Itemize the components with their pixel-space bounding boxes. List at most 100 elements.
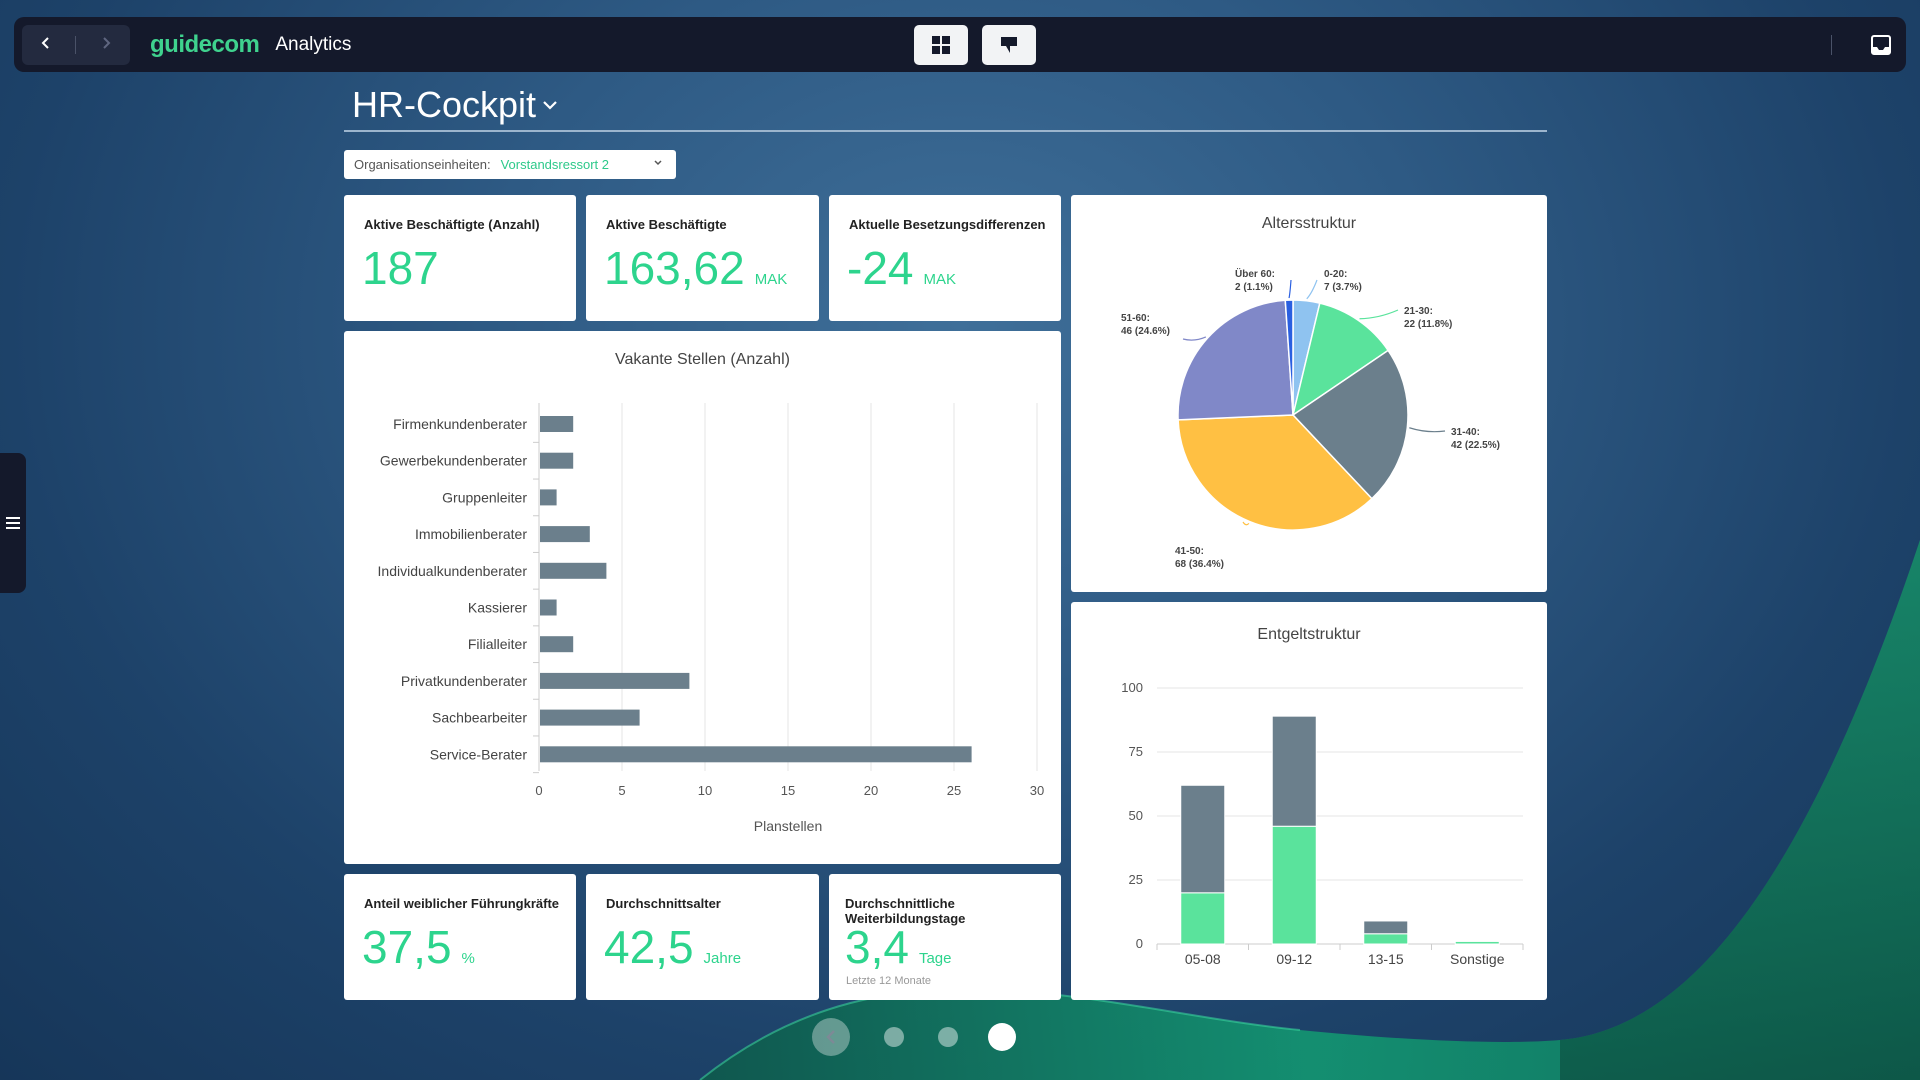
chevron-down-icon: [543, 101, 557, 110]
forward-button[interactable]: [88, 33, 124, 56]
age-structure-chart-card[interactable]: Altersstruktur 0-20: 7 (3.7%) 21-30: 22 (11…: [1071, 195, 1547, 592]
kpi-value-row: 42,5 Jahre: [604, 920, 741, 974]
x-tick-label: 10: [698, 783, 712, 798]
stacked-bar-segment[interactable]: [1180, 892, 1226, 945]
category-label: Filialleiter: [468, 636, 527, 652]
age-structure-pie-chart: 0-20: 7 (3.7%) 21-30: 22 (11.8%) 31-40: 42 (2…: [1121, 267, 1500, 570]
pie-slice[interactable]: [1177, 299, 1294, 421]
stacked-bar-segment[interactable]: [1363, 933, 1409, 945]
kpi-subtext: Letzte 12 Monate: [846, 975, 932, 987]
bar[interactable]: [540, 562, 607, 579]
page-dot-3[interactable]: [988, 1023, 1016, 1051]
nav-separator: [75, 35, 77, 54]
category-label: Individualkundenberater: [378, 563, 528, 579]
pie-slice[interactable]: [1291, 349, 1409, 500]
brand-logo: guidecom: [150, 30, 260, 58]
filter-value: Vorstandsressort 2: [500, 157, 609, 172]
pie-value-label: 46 (24.6%): [1121, 326, 1170, 337]
kpi-label: Aktive Beschäftigte (Anzahl): [364, 217, 540, 232]
kpi-label: Durchschnittliche Weiterbildungstage: [845, 896, 966, 926]
chart-title: Entgeltstruktur: [1257, 626, 1361, 643]
pie-slice[interactable]: [1177, 414, 1373, 531]
comment-button[interactable]: [982, 25, 1036, 65]
chevron-down-icon: [654, 160, 662, 166]
x-tick-label: 15: [781, 783, 795, 798]
bar[interactable]: [540, 672, 690, 689]
pie-slice[interactable]: [1291, 302, 1390, 417]
previous-page-button[interactable]: [812, 1018, 850, 1056]
bar[interactable]: [540, 526, 590, 543]
stacked-bar-segment[interactable]: [1363, 920, 1409, 935]
kpi-card-staffing-difference[interactable]: Aktuelle Besetzungsdifferenzen -24 MAK: [829, 195, 1061, 321]
pie-leader-line: [1306, 279, 1318, 300]
pie-value-label: 22 (11.8%): [1404, 319, 1452, 330]
y-tick-label: 0: [1136, 936, 1143, 951]
bar[interactable]: [540, 709, 640, 726]
chevron-left-icon: [41, 37, 49, 49]
category-label: Privatkundenberater: [401, 673, 527, 689]
page-title: HR-Cockpit: [352, 84, 537, 125]
y-tick-label: 100: [1121, 680, 1143, 695]
stacked-bar-segment[interactable]: [1271, 715, 1317, 827]
bar[interactable]: [540, 636, 574, 653]
pie-label: 41-50:: [1175, 546, 1204, 557]
salary-structure-chart-card[interactable]: Entgeltstruktur 0 25 50 75 100 05-08 09-12 13-1…: [1071, 602, 1547, 1000]
kpi-card-average-age[interactable]: Durchschnittsalter 42,5 Jahre: [586, 874, 819, 1000]
kpi-card-female-leaders[interactable]: Anteil weiblicher Führungkräfte 37,5%: [344, 874, 576, 1000]
pie-label: Über 60:: [1235, 267, 1275, 280]
x-tick-label: 30: [1030, 783, 1044, 798]
page-dot-1[interactable]: [884, 1027, 904, 1047]
org-unit-filter[interactable]: Organisationseinheiten: Vorstandsressort…: [344, 150, 676, 179]
pie-slice[interactable]: [1284, 299, 1294, 416]
x-axis-label: Planstellen: [754, 818, 823, 834]
top-bar: guidecom Analytics: [14, 17, 1906, 72]
pie-leader-line: [1359, 309, 1399, 320]
x-tick-label: 20: [864, 783, 878, 798]
back-button[interactable]: [28, 33, 64, 56]
vacancies-chart-card[interactable]: Vakante Stellen (Anzahl) 0 5 10 15 20 25 30 Fir…: [344, 331, 1061, 864]
page-title-dropdown[interactable]: HR-Cockpit: [352, 84, 558, 126]
stacked-bar-segment[interactable]: [1454, 940, 1500, 945]
bar[interactable]: [540, 599, 557, 616]
sidebar-toggle[interactable]: [0, 453, 26, 593]
inbox-icon[interactable]: [1869, 33, 1893, 57]
kpi-label: Durchschnittsalter: [606, 896, 721, 911]
bar[interactable]: [540, 489, 557, 506]
kpi-value: 37,5: [362, 921, 452, 973]
category-label: Sachbearbeiter: [432, 710, 527, 726]
kpi-value-row: 37,5%: [362, 920, 475, 974]
kpi-unit: MAK: [754, 271, 788, 288]
navigation-buttons: [22, 24, 130, 65]
pie-label: 31-40:: [1451, 427, 1480, 438]
grid-icon: [932, 36, 950, 54]
kpi-card-training-days[interactable]: Durchschnittliche Weiterbildungstage 3,4…: [829, 874, 1061, 1000]
pie-leader-line: [1182, 336, 1207, 341]
comment-icon: [1001, 37, 1017, 53]
bar[interactable]: [540, 746, 972, 763]
kpi-value: 163,62: [604, 242, 745, 294]
kpi-unit: MAK: [923, 271, 956, 288]
stacked-bar-segment[interactable]: [1180, 784, 1226, 894]
bar[interactable]: [540, 416, 574, 432]
y-tick-label: 75: [1129, 744, 1143, 759]
stacked-bar-segment[interactable]: [1271, 825, 1317, 945]
bar[interactable]: [540, 452, 574, 469]
kpi-value-row: 187: [362, 241, 439, 295]
x-tick-label: 5: [618, 783, 625, 798]
kpi-card-active-employees-fte[interactable]: Aktive Beschäftigte 163,62 MAK: [586, 195, 819, 321]
category-label: Gewerbekundenberater: [380, 453, 527, 469]
menu-icon: [6, 517, 20, 529]
pie-value-label: 2 (1.1%): [1235, 282, 1273, 293]
pie-value-label: 7 (3.7%): [1324, 282, 1362, 293]
page-dot-2[interactable]: [938, 1027, 958, 1047]
category-label: Service-Berater: [430, 746, 528, 762]
pie-leader-line: [1409, 427, 1446, 433]
category-label: Immobilienberater: [415, 526, 527, 542]
kpi-value-row: 3,4 Tage: [845, 920, 951, 974]
dashboard-view-button[interactable]: [914, 25, 968, 65]
pie-label: 0-20:: [1324, 269, 1347, 280]
kpi-value: -24: [847, 242, 914, 294]
kpi-value: 3,4: [845, 921, 909, 973]
page-pagination: [812, 1018, 1016, 1056]
kpi-card-active-employees-count[interactable]: Aktive Beschäftigte (Anzahl) 187: [344, 195, 576, 321]
